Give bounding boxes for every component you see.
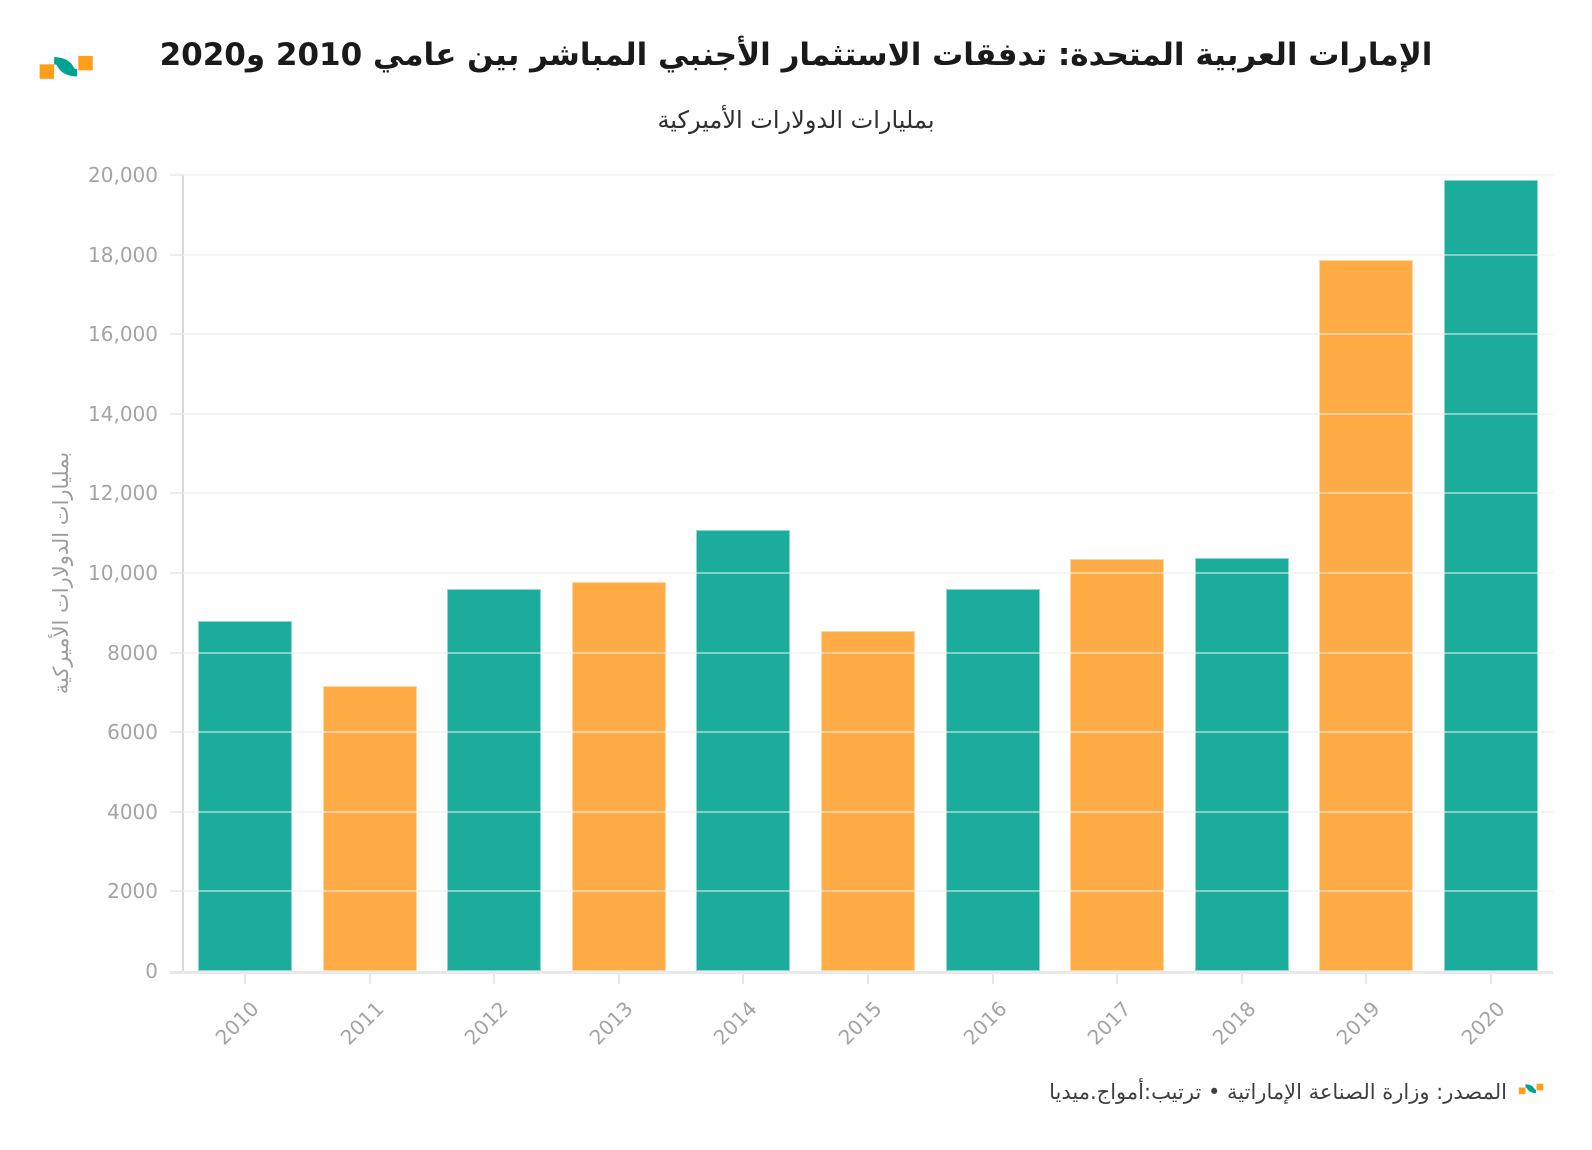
x-axis-tick [368,974,371,984]
x-tick-label-2012: 2012 [459,996,513,1050]
y-tick-label-18,000: 18,000 [88,242,158,267]
gridline [183,412,1553,415]
y-tick-label-0: 0 [145,959,158,983]
bar-2012[interactable] [447,588,542,971]
x-tick-label-2013: 2013 [584,996,638,1050]
bar-2011[interactable] [322,686,417,971]
x-tick-label-2016: 2016 [958,996,1012,1050]
x-axis-tick [1489,974,1492,984]
x-axis-tick [991,974,994,984]
gridline-overlay [183,253,1553,256]
gridline [183,492,1553,495]
x-axis-tick [244,974,247,984]
x-tick-label-2010: 2010 [210,996,264,1050]
x-axis-tick [1365,974,1368,984]
gridline-overlay [183,174,1553,176]
bar-2010[interactable] [198,620,293,971]
x-tick-label-2019: 2019 [1331,996,1385,1050]
gridline-overlay [183,412,1553,415]
gridline [183,572,1553,574]
y-tick-label-20,000: 20,000 [88,163,158,187]
x-axis-tick [1116,974,1119,984]
y-tick-label-6000: 6000 [107,720,158,745]
bar-2014[interactable] [696,530,791,971]
x-axis-tick [867,974,869,984]
y-axis-line [182,175,184,974]
source-text: المصدر: وزارة الصناعة الإماراتية • ترتيب… [1049,1080,1507,1104]
gridline [183,174,1553,176]
y-tick-label-8000: 8000 [107,640,158,665]
gridline-overlay [183,731,1553,734]
gridline-overlay [183,651,1553,654]
amwaj-media-logo-small-icon [1518,1083,1544,1095]
y-tick-label-4000: 4000 [107,799,158,824]
bar-2016[interactable] [945,588,1040,971]
gridline-overlay [183,492,1553,495]
y-tick-label-16,000: 16,000 [88,322,158,347]
y-tick-label-10,000: 10,000 [88,561,158,585]
x-axis-tick [742,974,745,984]
amwaj-media-logo-icon [39,55,93,79]
y-axis-tick [170,572,183,574]
bar-2019[interactable] [1319,259,1414,971]
bar-2020[interactable] [1443,179,1538,971]
y-axis-tick [170,174,183,176]
chart-subtitle: بمليارات الدولارات الأميركية [657,105,935,134]
x-tick-label-2014: 2014 [708,996,762,1050]
y-tick-label-12,000: 12,000 [88,481,158,506]
bar-2013[interactable] [571,582,666,971]
bar-2017[interactable] [1070,558,1165,971]
x-axis-tick [617,974,620,984]
x-axis-line [170,971,1553,974]
y-axis-tick [170,890,183,893]
y-axis-tick [170,333,183,336]
x-tick-label-2017: 2017 [1082,996,1136,1050]
y-axis-tick [170,492,183,495]
gridline [183,333,1553,336]
x-axis-tick [493,974,496,984]
gridline-overlay [183,572,1553,574]
x-tick-label-2020: 2020 [1456,996,1510,1050]
y-axis-tick [170,810,183,813]
y-axis-tick [170,651,183,654]
x-tick-label-2015: 2015 [833,996,887,1050]
x-axis-tick [1240,974,1243,984]
x-tick-label-2018: 2018 [1207,996,1261,1050]
bar-2015[interactable] [821,630,915,971]
y-tick-label-2000: 2000 [107,879,158,904]
x-tick-label-2011: 2011 [335,996,389,1050]
y-axis-tick [170,253,183,256]
gridline-overlay [183,890,1553,893]
gridline [183,253,1553,256]
y-axis-tick [170,731,183,734]
chart-title: الإمارات العربية المتحدة: تدفقات الاستثم… [159,36,1433,73]
y-tick-label-14,000: 14,000 [88,401,158,426]
y-axis-tick [170,412,183,415]
gridline-overlay [183,810,1553,813]
bar-2018[interactable] [1194,557,1289,971]
source-line: المصدر: وزارة الصناعة الإماراتية • ترتيب… [1049,1080,1544,1104]
gridline-overlay [183,333,1553,336]
plot-area [170,174,1553,974]
